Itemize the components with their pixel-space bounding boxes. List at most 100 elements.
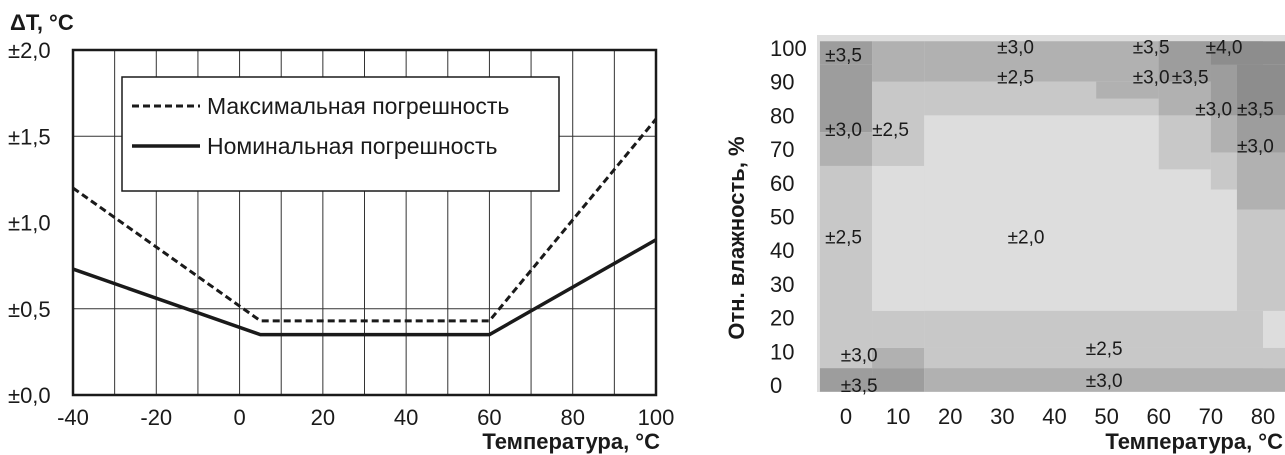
- left-x-tick-label: 40: [394, 405, 418, 430]
- heatmap-cell-label: ±2,5: [1086, 339, 1123, 360]
- heatmap-cell: [872, 310, 925, 348]
- heatmap-x-tick-label: 50: [1094, 404, 1118, 429]
- heatmap-y-tick-label: 70: [770, 137, 794, 162]
- heatmap-cell-label: ±3,0: [1133, 68, 1170, 89]
- heatmap-cell: [1210, 115, 1237, 153]
- heatmap-cell-label: ±3,0: [997, 37, 1034, 58]
- heatmap-cell: [1158, 81, 1211, 116]
- left-x-tick-label: -40: [57, 405, 89, 430]
- heatmap-cell: [1096, 81, 1159, 99]
- heatmap-x-tick-label: 60: [1147, 404, 1171, 429]
- heatmap-cell: [1236, 64, 1285, 116]
- heatmap-y-tick-label: 60: [770, 171, 794, 196]
- heatmap-cell: [872, 368, 925, 392]
- heatmap-x-tick-label: 10: [886, 404, 910, 429]
- heatmap-y-tick-label: 10: [770, 339, 794, 364]
- heatmap-cell-label: ±3,5: [1172, 68, 1209, 89]
- heatmap-cell-label: ±3,5: [825, 46, 862, 67]
- heatmap-y-tick-label: 40: [770, 238, 794, 263]
- heatmap-cell: [1263, 310, 1285, 348]
- left-x-tick-label: 20: [311, 405, 335, 430]
- heatmap-cell: [819, 368, 873, 392]
- left-y-tick-label: ±0,5: [8, 297, 51, 322]
- heatmap-cell: [872, 81, 925, 166]
- heatmap-cell: [1263, 368, 1285, 392]
- left-plot-frame: [71, 48, 658, 397]
- heatmap-cell: [1236, 115, 1285, 153]
- heatmap-cell: [1210, 41, 1285, 65]
- heatmap-cell: [872, 347, 925, 369]
- heatmap-cell: [819, 132, 873, 166]
- heatmap-x-tick-label: 30: [990, 404, 1014, 429]
- left-legend: Максимальная погрешность Номинальная пог…: [121, 76, 560, 192]
- heatmap-cell: [924, 347, 1263, 369]
- heatmap-cell-label: ±3,0: [841, 346, 878, 367]
- temperature-error-line-chart: ΔT, °C Температура, °C -40 -20 0 20 40 60 80 10…: [8, 10, 674, 454]
- left-x-tick-label: 100: [638, 405, 675, 430]
- heatmap-y-tick-label: 30: [770, 272, 794, 297]
- heatmap-x-tick-label: 20: [938, 404, 962, 429]
- left-y-axis-title: ΔT, °C: [10, 10, 74, 35]
- heatmap-cell: [872, 41, 925, 82]
- heatmap-x-tick-label: 40: [1042, 404, 1066, 429]
- heatmap-x-tick-labels: 0 10 20 30 40 50 60 70 80: [840, 404, 1275, 429]
- left-x-tick-labels: -40 -20 0 20 40 60 80 100: [57, 405, 674, 430]
- heatmap-cell-label: ±3,0: [825, 120, 862, 141]
- heatmap-cell: [1158, 41, 1211, 82]
- left-x-axis-title: Температура, °C: [482, 429, 660, 454]
- heatmap-cell-label: ±3,0: [1237, 137, 1274, 158]
- heatmap-y-tick-label: 0: [770, 373, 782, 398]
- heatmap-cell-label: ±3,5: [1133, 37, 1170, 58]
- series-line-nominal-error: [72, 238, 657, 337]
- heatmap-cell: [1210, 64, 1237, 116]
- heatmap-cell: [819, 41, 873, 65]
- heatmap-y-tick-label: 80: [770, 103, 794, 128]
- heatmap-cell: [819, 165, 873, 369]
- left-series-group: [72, 118, 658, 337]
- heatmap-cell: [872, 165, 925, 311]
- left-x-tick-label: -20: [140, 405, 172, 430]
- heatmap-y-tick-label: 50: [770, 205, 794, 230]
- heatmap-cell-label: ±3,5: [841, 376, 878, 397]
- heatmap-cell: [924, 368, 1263, 392]
- left-x-tick-label: 80: [560, 405, 584, 430]
- heatmap-cell-label: ±4,0: [1206, 37, 1243, 58]
- humidity-temperature-heatmap: ±3,5 ±3,0 ±3,5 ±4,0±2,5 ±3,0 ±3,5±3,0 ±3,5±3,0…: [724, 35, 1285, 454]
- left-x-tick-label: 60: [477, 405, 501, 430]
- heatmap-cell-label: ±3,0: [1086, 371, 1123, 392]
- heatmap-y-tick-label: 100: [770, 36, 807, 61]
- heatmap-cell: [819, 64, 873, 133]
- heatmap-cell: [1236, 152, 1285, 210]
- heatmap-cell-label: ±2,5: [872, 120, 909, 141]
- heatmap-cell-label: ±2,5: [825, 228, 862, 249]
- heatmap-cells: [817, 35, 1285, 392]
- left-y-tick-label: ±0,0: [8, 383, 51, 408]
- legend-label-max: Максимальная погрешность: [207, 93, 509, 119]
- left-x-tick-label: 0: [233, 405, 245, 430]
- heatmap-cell: [1210, 152, 1237, 190]
- left-y-tick-label: ±1,0: [8, 211, 51, 236]
- left-y-tick-label: ±2,0: [8, 38, 51, 63]
- left-y-tick-labels: ±0,0 ±0,5 ±1,0 ±1,5 ±2,0: [8, 38, 51, 408]
- heatmap-x-tick-label: 70: [1199, 404, 1223, 429]
- heatmap-x-tick-label: 0: [840, 404, 852, 429]
- heatmap-cell: [924, 310, 1263, 348]
- heatmap-y-tick-label: 20: [770, 306, 794, 331]
- heatmap-cell-labels: ±3,5 ±3,0 ±3,5 ±4,0±2,5 ±3,0 ±3,5±3,0 ±3,5±3,0…: [825, 37, 1274, 397]
- heatmap-cell-label: ±2,5: [997, 68, 1034, 89]
- heatmap-cell: [1263, 347, 1285, 369]
- left-y-tick-label: ±1,5: [8, 124, 51, 149]
- heatmap-x-tick-label: 80: [1251, 404, 1275, 429]
- heatmap-cell: [1158, 115, 1211, 170]
- series-line-max-error: [72, 118, 658, 323]
- legend-label-nom: Номинальная погрешность: [207, 133, 497, 159]
- heatmap-y-axis-title: Отн. влажность, %: [724, 136, 749, 339]
- heatmap-cell: [1236, 209, 1285, 311]
- legend-box: [121, 76, 560, 192]
- heatmap-cell-label: ±3,0: [1195, 100, 1232, 121]
- heatmap-x-axis-title: Температура, °C: [1105, 429, 1283, 454]
- heatmap-cell-label: ±3,5: [1237, 100, 1274, 121]
- heatmap-y-tick-label: 90: [770, 70, 794, 95]
